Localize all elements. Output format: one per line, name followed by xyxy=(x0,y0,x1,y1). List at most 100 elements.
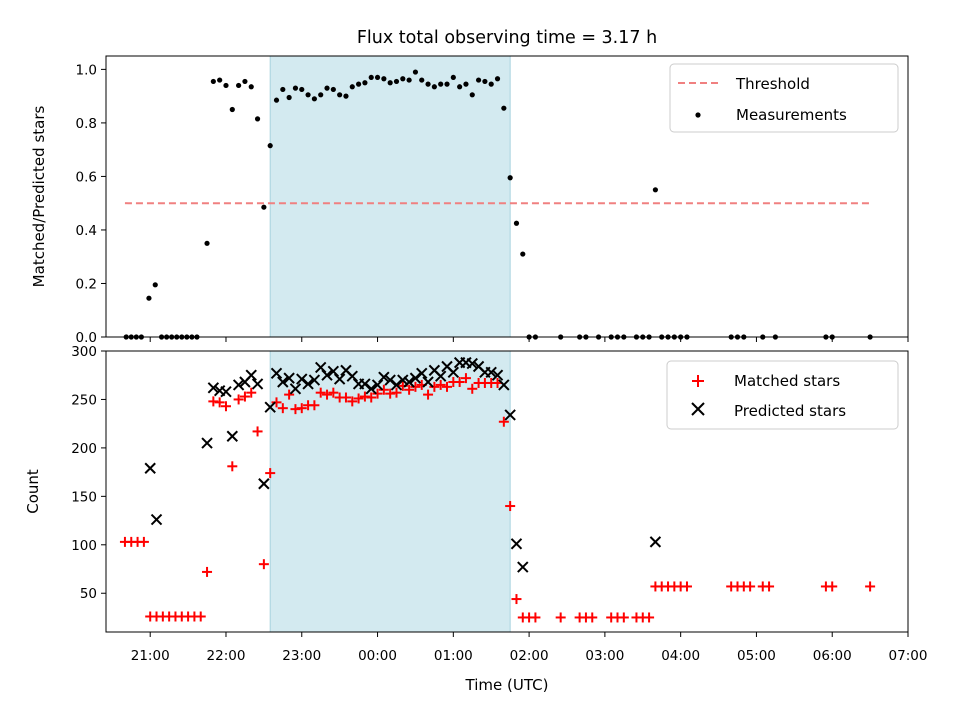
predicted-star-point xyxy=(384,374,396,386)
xtick-label: 05:00 xyxy=(737,648,776,664)
matched-star-point xyxy=(530,612,541,623)
measurement-point xyxy=(210,78,216,85)
predicted-star-point xyxy=(378,371,390,383)
measurement-point xyxy=(482,78,488,85)
measurement-point xyxy=(152,282,158,288)
matched-star-point xyxy=(442,381,453,392)
xtick-label: 21:00 xyxy=(131,648,170,664)
bottom-ytick-label: 100 xyxy=(71,538,97,554)
legend-measurements-label: Measurements xyxy=(736,106,847,124)
predicted-star-point xyxy=(308,374,321,386)
predicted-star-point xyxy=(220,385,232,398)
predicted-star-point xyxy=(504,409,516,421)
measurement-point xyxy=(520,251,526,257)
measurement-point xyxy=(412,69,419,75)
matched-star-point xyxy=(404,384,415,395)
measurement-point xyxy=(337,92,343,98)
measurement-point xyxy=(368,74,374,81)
measurement-point xyxy=(280,86,286,93)
predicted-star-point xyxy=(517,561,529,573)
matched-star-point xyxy=(378,384,389,395)
legend-threshold-label: Threshold xyxy=(735,75,810,93)
bottom-ytick-label: 50 xyxy=(80,586,97,602)
measurement-point xyxy=(204,240,210,246)
matched-star-point xyxy=(340,392,351,403)
predicted-star-point xyxy=(434,370,447,382)
predicted-star-point xyxy=(390,379,403,391)
matched-star-point xyxy=(347,396,358,407)
matched-star-point xyxy=(764,581,775,592)
measurement-point xyxy=(431,84,437,90)
top-panel: 0.0 0.2 0.4 0.6 0.8 1.0 Flux total observing … xyxy=(30,28,909,346)
predicted-star-point xyxy=(226,430,239,442)
measurement-point xyxy=(652,187,659,193)
matched-star-point xyxy=(265,468,276,479)
measurement-point xyxy=(229,106,235,113)
predicted-star-point xyxy=(201,437,213,449)
matched-star-point xyxy=(410,381,421,392)
predicted-star-point xyxy=(422,376,434,388)
matched-star-point xyxy=(429,381,440,392)
measurement-point xyxy=(457,84,463,90)
matched-star-point xyxy=(328,387,339,398)
matched-star-point xyxy=(220,401,231,412)
bottom-legend: Matched stars Predicted stars xyxy=(666,360,899,430)
measurement-point xyxy=(381,76,387,82)
matched-star-point xyxy=(498,416,509,427)
matched-star-point xyxy=(315,387,326,398)
legend-predicted-label: Predicted stars xyxy=(734,402,846,420)
measurement-point xyxy=(475,77,482,83)
measurement-point xyxy=(387,80,393,86)
predicted-star-point xyxy=(333,373,346,385)
matched-star-point xyxy=(827,581,838,592)
xtick-label: 00:00 xyxy=(358,648,397,664)
top-observing-window xyxy=(269,55,511,338)
measurement-point xyxy=(146,295,152,301)
measurement-point xyxy=(355,81,362,87)
matched-star-point xyxy=(214,397,225,408)
predicted-star-point xyxy=(649,536,662,548)
top-legend-box xyxy=(669,63,899,133)
predicted-star-point xyxy=(144,462,156,474)
bottom-ytick-label: 300 xyxy=(71,344,97,360)
measurement-point xyxy=(450,74,456,81)
matched-star-point xyxy=(745,581,756,592)
measurement-point xyxy=(236,82,242,89)
predicted-star-point xyxy=(232,379,245,391)
matched-star-point xyxy=(252,426,263,437)
top-ytick-label: 0.4 xyxy=(76,223,97,239)
bottom-y-axis-label: Count xyxy=(24,469,42,514)
measurement-point xyxy=(330,86,336,93)
matched-star-point xyxy=(195,611,206,622)
measurement-point xyxy=(242,78,248,85)
measurement-point xyxy=(305,92,311,98)
measurement-point xyxy=(261,204,267,210)
predicted-star-point xyxy=(491,369,504,381)
matched-star-point xyxy=(372,388,383,399)
measurement-point xyxy=(400,76,406,82)
predicted-star-point xyxy=(346,370,358,382)
legend-matched-label: Matched stars xyxy=(734,372,840,390)
matched-star-point xyxy=(284,389,295,400)
top-ytick-label: 0.8 xyxy=(76,116,97,132)
matched-star-point xyxy=(233,394,244,405)
matched-star-point xyxy=(435,379,446,390)
x-axis-label: Time (UTC) xyxy=(465,676,549,694)
matched-star-point xyxy=(227,461,238,472)
matched-star-point xyxy=(467,383,478,394)
predicted-star-point xyxy=(245,369,257,381)
top-ytick-label: 0.6 xyxy=(76,169,97,185)
measurement-point xyxy=(419,77,425,83)
measurement-point xyxy=(374,74,381,81)
matched-star-point xyxy=(322,389,333,400)
measurement-point xyxy=(318,92,324,98)
xtick-label: 06:00 xyxy=(813,648,852,664)
xtick-label: 02:00 xyxy=(510,648,549,664)
matched-star-point xyxy=(460,373,471,384)
predicted-star-point xyxy=(251,378,264,390)
matched-star-point xyxy=(239,391,250,402)
measurement-point xyxy=(273,97,280,103)
measurement-point xyxy=(223,82,229,89)
predicted-star-point xyxy=(371,379,384,391)
